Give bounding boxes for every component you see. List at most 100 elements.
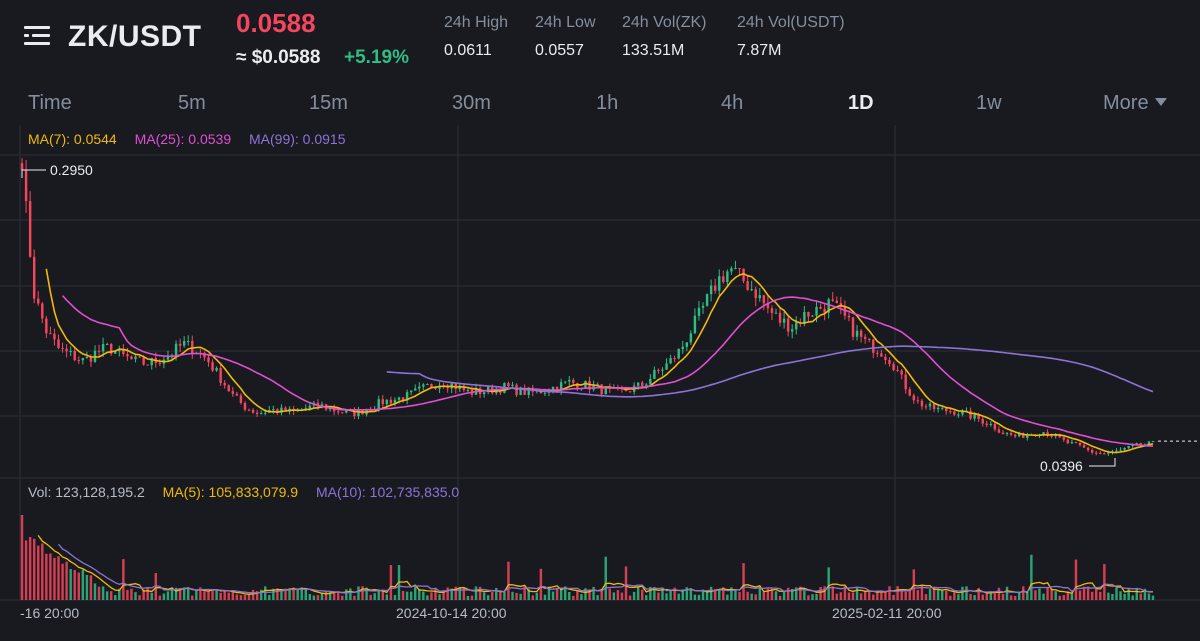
candle-body (1074, 442, 1078, 444)
volume-bar (239, 595, 243, 600)
candle-body (932, 403, 936, 410)
pair-list-menu-icon[interactable] (24, 24, 50, 48)
candle-body (150, 357, 153, 366)
volume-bar (231, 592, 235, 600)
volume-bar (170, 587, 174, 600)
volume-bar (438, 594, 441, 600)
volume-bar (345, 589, 348, 600)
volume-bar (600, 589, 603, 600)
candle-body (677, 349, 680, 359)
volume-bar (292, 587, 295, 600)
volume-bar (474, 586, 478, 600)
candle-body (377, 399, 380, 410)
volume-bar (997, 587, 1001, 600)
volume-bar (940, 590, 944, 600)
candle-body (519, 387, 522, 396)
candle-body (920, 400, 924, 407)
volume-bar (89, 575, 93, 600)
volume-bar (932, 587, 936, 600)
candle-body (697, 307, 701, 316)
volume-bar (65, 561, 68, 600)
volume-bar (1103, 564, 1106, 600)
volume-bar (223, 590, 226, 600)
x-axis-label: -16 20:00 (20, 605, 80, 621)
volume-bar (697, 594, 701, 600)
volume-bar (300, 587, 303, 600)
candle-body (389, 399, 393, 404)
tab-30m[interactable]: 30m (452, 92, 491, 114)
volume-bar (20, 515, 24, 600)
volume-bar (414, 586, 417, 600)
volume-bar (803, 590, 806, 600)
volume-bar (93, 583, 97, 600)
volume-bar (855, 587, 859, 600)
low-marker-line (1089, 458, 1116, 467)
volume-bar (450, 588, 453, 600)
candle-body (568, 379, 571, 382)
tab-1d[interactable]: 1D (848, 92, 874, 114)
volume-bar (819, 587, 822, 600)
candle-body (661, 369, 664, 371)
candle-body (308, 405, 312, 409)
tab-15m[interactable]: 15m (309, 92, 348, 114)
x-axis-label: 2024-10-14 20:00 (396, 605, 507, 621)
volume-bar (1147, 593, 1151, 600)
ma25-legend: MA(25): 0.0539 (134, 131, 232, 147)
trading-pair-title[interactable]: ZK/USDT (68, 20, 202, 53)
tab-time[interactable]: Time (28, 92, 72, 114)
candle-body (742, 268, 745, 282)
candle-body (231, 391, 235, 394)
volume-bar (636, 587, 640, 600)
volume-bar (795, 587, 798, 600)
candle-body (762, 295, 766, 304)
volume-bar (880, 591, 883, 600)
tab-4h[interactable]: 4h (721, 92, 744, 114)
candle-body (900, 370, 903, 375)
volume-bar (320, 592, 324, 600)
candle-body (1131, 445, 1134, 447)
volume-bar (823, 586, 826, 600)
volume-bar (973, 595, 976, 600)
candle-body (807, 311, 810, 317)
candle-body (1090, 450, 1094, 453)
candle-body (276, 409, 279, 413)
candle-body (1013, 434, 1017, 437)
candle-body (166, 355, 170, 360)
candle-body (872, 339, 875, 353)
candle-body (385, 399, 389, 405)
candle-body (24, 170, 28, 202)
candle-body (778, 312, 782, 323)
candle-body (527, 387, 530, 395)
volume-bar (243, 595, 247, 600)
volume-bar (199, 587, 202, 600)
candle-body (713, 285, 717, 291)
volume-bar (758, 586, 761, 600)
candle-body (1070, 442, 1074, 444)
candle-body (908, 389, 911, 396)
volume-bar (276, 588, 279, 600)
tab-more[interactable]: More (1103, 92, 1167, 115)
candle-body (786, 318, 790, 332)
volume-bar (442, 590, 445, 600)
volume-bar (49, 553, 52, 600)
volume-bar (1066, 591, 1070, 600)
candle-body (511, 384, 514, 387)
candle-body (422, 384, 425, 387)
volume-bar (109, 591, 113, 600)
volume-bar (604, 556, 607, 600)
candle-body (815, 306, 818, 316)
volume-bar (1062, 595, 1066, 600)
candle-body (1139, 443, 1143, 445)
volume-bar (381, 589, 385, 600)
price-markers: 0.2950 0.0396 (21, 162, 1200, 474)
candle-body (114, 351, 117, 354)
volume-bar (673, 587, 676, 600)
tab-5m[interactable]: 5m (178, 92, 206, 114)
tab-1h[interactable]: 1h (596, 92, 619, 114)
volume-bar (568, 591, 571, 600)
candle-body (973, 414, 976, 419)
tab-1w[interactable]: 1w (976, 92, 1002, 114)
candle-body (1026, 435, 1029, 438)
volume-bar (316, 595, 320, 600)
